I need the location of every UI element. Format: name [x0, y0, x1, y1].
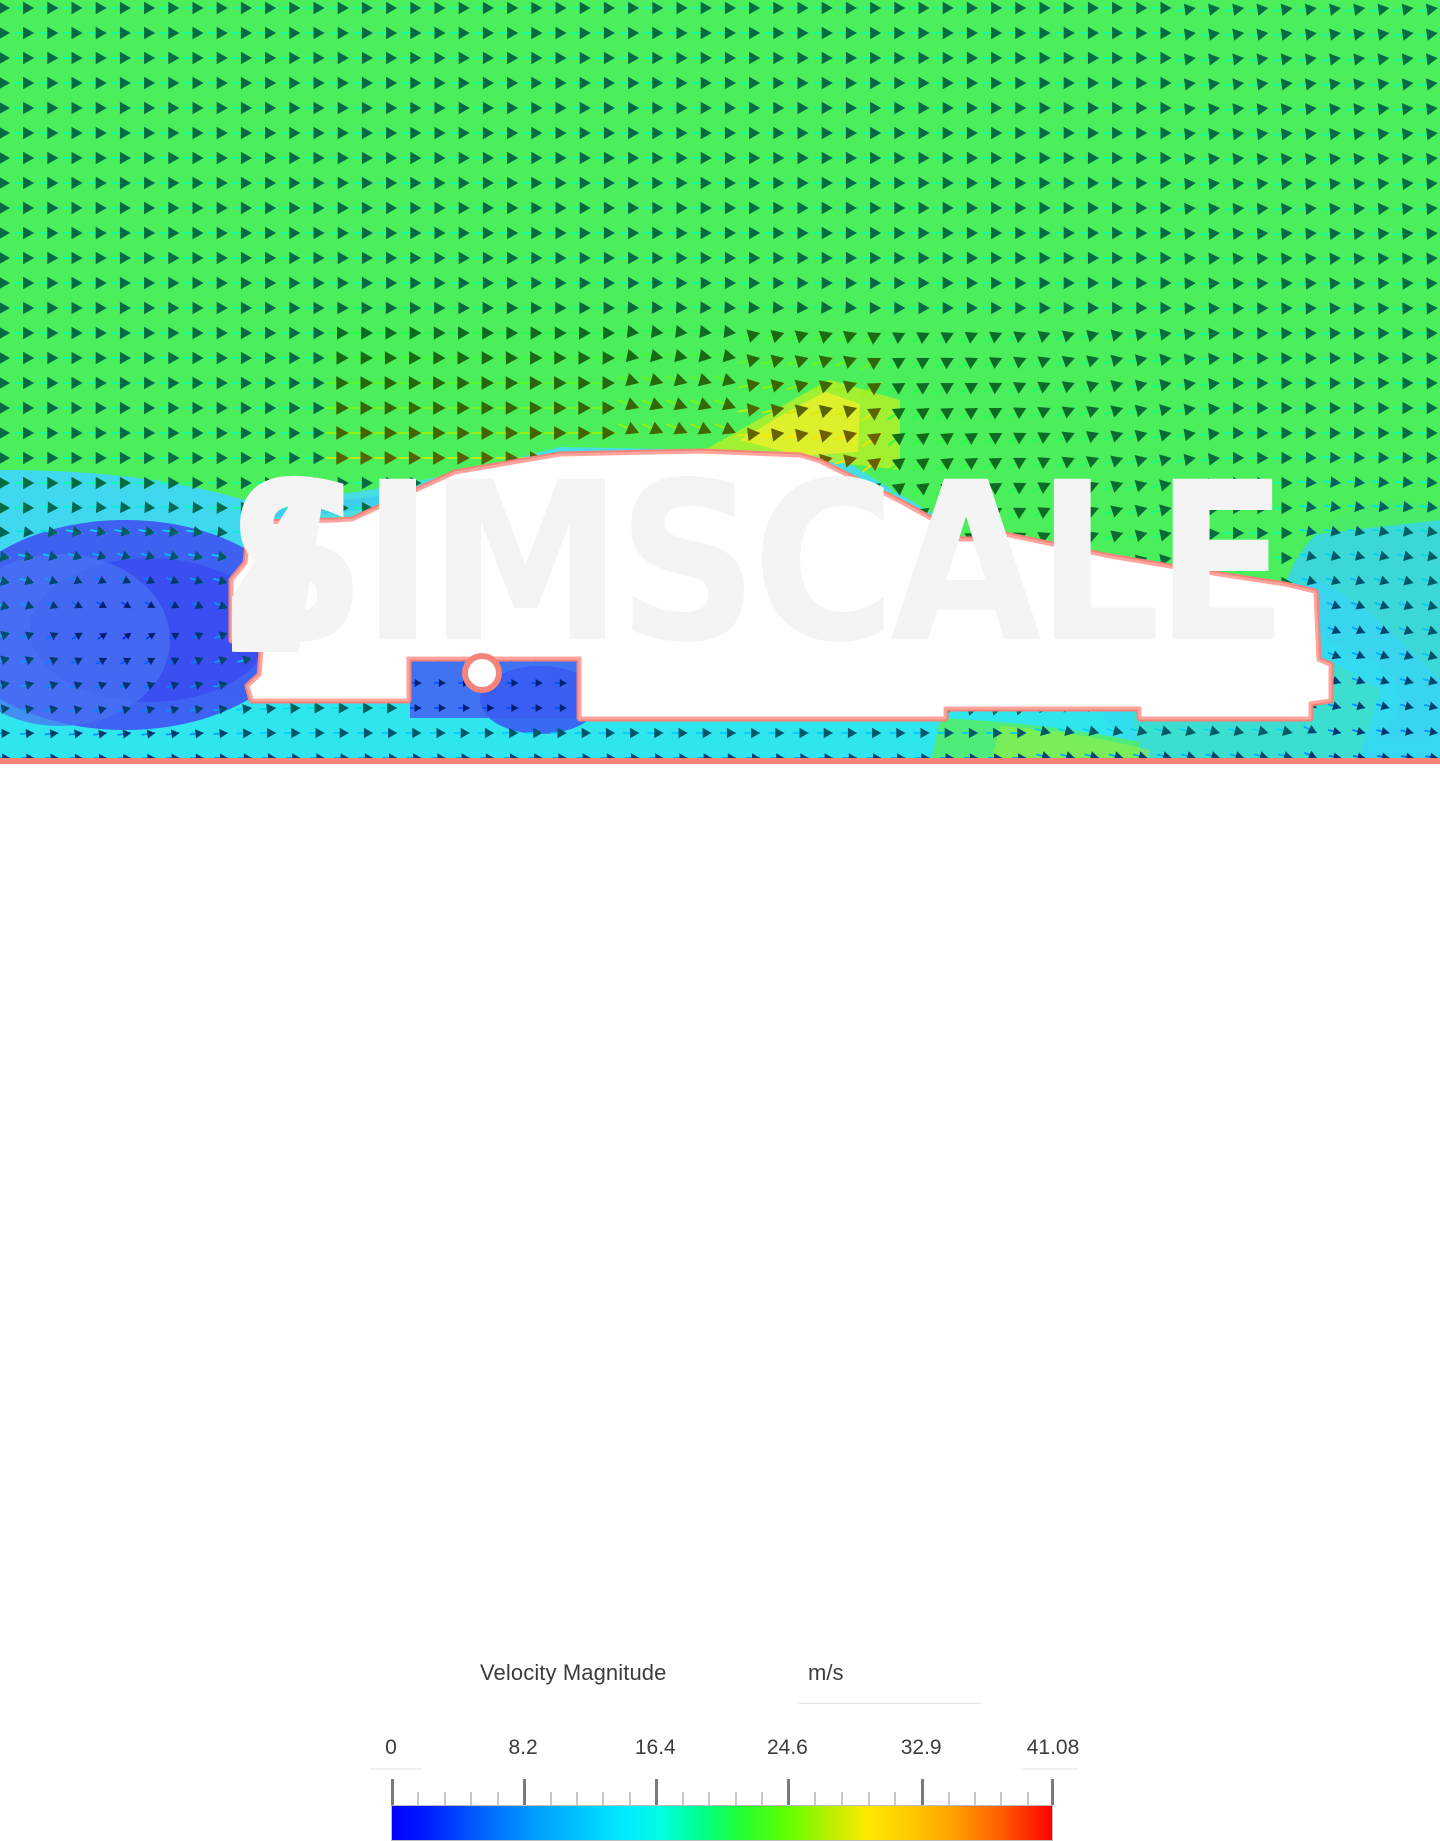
- colorbar-minor-tick: [497, 1792, 499, 1805]
- colorbar-minor-tick: [444, 1792, 446, 1805]
- velocity-vector-plot: [0, 0, 1440, 766]
- colorbar-minor-tick: [948, 1792, 950, 1805]
- colorbar-minor-tick: [550, 1792, 552, 1805]
- colorbar-tick-label: 24.6: [767, 1736, 808, 1760]
- colorbar-major-tick: [1051, 1779, 1054, 1805]
- colorbar-tick-label: 41.08: [1027, 1736, 1080, 1760]
- colorbar-tick-marks: [391, 1779, 1053, 1805]
- colorbar-minor-tick: [629, 1792, 631, 1805]
- colorbar-tick-label: 0: [385, 1736, 397, 1760]
- colorbar-minor-tick: [974, 1792, 976, 1805]
- cfd-flow-field-viewport[interactable]: SIMSCALE: [0, 0, 1440, 766]
- colorbar-minor-tick: [814, 1792, 816, 1805]
- colorbar-minor-tick: [602, 1792, 604, 1805]
- colorbar-minor-tick: [841, 1792, 843, 1805]
- colorbar-baseline-left: [370, 1768, 422, 1770]
- colorbar-tick-label: 32.9: [901, 1736, 942, 1760]
- colorbar-major-tick: [391, 1779, 394, 1805]
- colorbar-major-tick: [787, 1779, 790, 1805]
- colorbar-minor-tick: [682, 1792, 684, 1805]
- colorbar-major-tick: [655, 1779, 658, 1805]
- colorbar-minor-tick: [1027, 1792, 1029, 1805]
- colorbar-tick-label: 8.2: [509, 1736, 538, 1760]
- colorbar-minor-tick: [576, 1792, 578, 1805]
- colorbar-baseline-right: [1022, 1768, 1078, 1770]
- colorbar-minor-tick: [761, 1792, 763, 1805]
- colorbar-minor-tick: [868, 1792, 870, 1805]
- legend-title: Velocity Magnitude: [480, 1660, 666, 1686]
- colorbar-minor-tick: [1000, 1792, 1002, 1805]
- colorbar-tick-label: 16.4: [635, 1736, 676, 1760]
- colorbar-minor-tick: [735, 1792, 737, 1805]
- colorbar-minor-tick: [894, 1792, 896, 1805]
- colorbar-minor-tick: [470, 1792, 472, 1805]
- colorbar-major-tick: [921, 1779, 924, 1805]
- colorbar-minor-tick: [417, 1792, 419, 1805]
- colorbar-tick-labels: 0 8.2 16.4 24.6 32.9 41.08: [0, 1736, 1440, 1766]
- colorbar-gradient[interactable]: [391, 1805, 1053, 1841]
- legend-units-rule: [799, 1703, 981, 1704]
- legend-units-label: m/s: [808, 1660, 843, 1686]
- ground-plane-line: [0, 758, 1440, 766]
- colorbar-minor-tick: [708, 1792, 710, 1805]
- colorbar-major-tick: [523, 1779, 526, 1805]
